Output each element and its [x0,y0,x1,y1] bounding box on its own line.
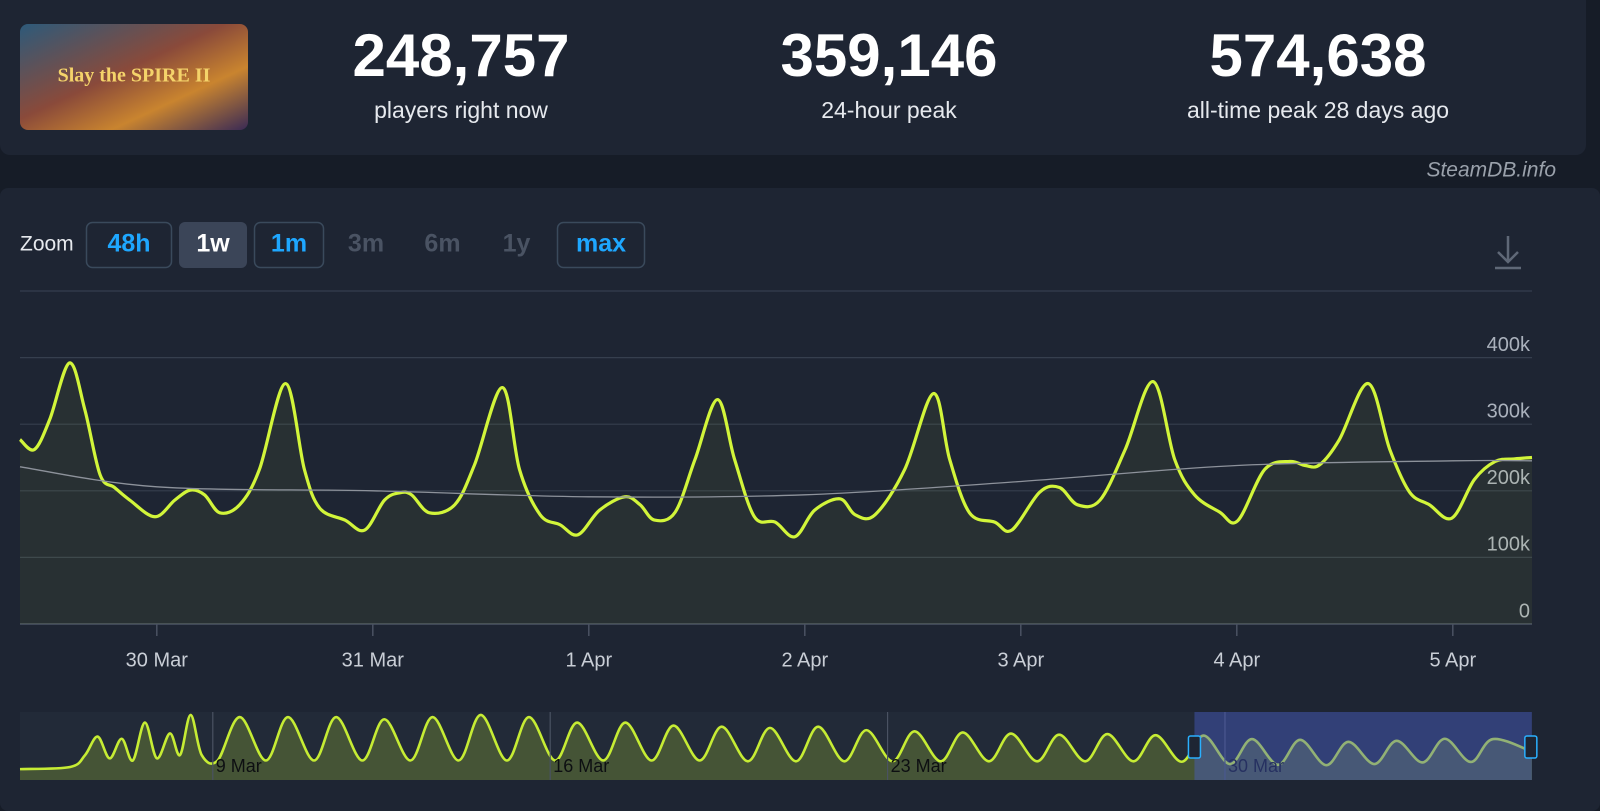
button-label: max [576,230,626,258]
navigator-label: 30 Mar [1228,756,1284,776]
plot: 0 100k 200k 300k 400k 30 Mar 31 Mar 1 Apr 2 Apr 3… [18,334,1538,780]
zoom-button: 1y [503,230,531,258]
logo-image [20,24,248,130]
button-label: 3m [348,230,384,258]
download-glyph [1495,236,1521,270]
zoom-button[interactable]: 1w [179,222,247,268]
x-tick-label: 5 Apr [1429,649,1476,671]
button-label: 48h [107,230,150,258]
data-line [19,459,1533,498]
y-tick-label: 0 [1519,600,1530,622]
button-label: 6m [424,230,460,258]
button-label: 1y [503,230,531,258]
zoom-label: Zoom [20,233,74,256]
line-area [20,362,1532,624]
stat-label: players right now [374,97,548,123]
logo-text: Slay the SPIRE II [58,65,211,87]
download-icon[interactable] [1495,236,1521,270]
zoom-button: 6m [424,230,460,258]
button-label: 1w [196,230,230,258]
stat-value: 359,146 [781,22,998,89]
zoom-button[interactable]: max [556,221,646,269]
data-line [19,713,1533,771]
x-tick-label: 31 Mar [342,649,405,671]
navigator-label: 23 Mar [891,756,947,776]
button-label: 1m [271,230,307,258]
navigator-label: 16 Mar [553,756,609,776]
stat-label: all-time peak 28 days ago [1187,97,1449,123]
stats-panel [0,0,1586,155]
x-tick-label: 30 Mar [126,649,189,671]
navigator-selection[interactable] [1194,712,1532,780]
zoom-button[interactable]: 48h [85,221,173,269]
navigator-handle[interactable] [1524,735,1538,759]
line-area [20,714,1532,780]
button-bg [253,221,325,269]
x-tick-label: 1 Apr [565,649,612,671]
navigator-handle[interactable] [1187,735,1202,759]
y-tick-label: 400k [1487,334,1531,356]
y-tick-label: 300k [1487,400,1531,422]
x-tick-label: 3 Apr [997,649,1044,671]
game-logo: Slay the SPIRE II [20,24,248,130]
stat-value: 248,757 [353,22,570,89]
y-tick-label: 200k [1487,467,1531,489]
chart-panel [0,188,1600,811]
button-bg [179,222,247,268]
zoom-buttons: 48h 1w 1m 3m 6m 1y max [85,221,646,269]
zoom-button: 3m [348,230,384,258]
x-tick-label: 2 Apr [781,649,828,671]
button-bg [556,221,646,269]
zoom-button[interactable]: 1m [253,221,325,269]
source: SteamDB.info [1426,159,1556,182]
y-tick-label: 100k [1487,534,1531,556]
stat-label: 24-hour peak [821,97,957,123]
navigator-label: 9 Mar [216,756,262,776]
data-line [18,361,1533,539]
button-bg [85,221,173,269]
stat-value: 574,638 [1210,22,1427,89]
x-tick-label: 4 Apr [1213,649,1260,671]
navigator-background [20,712,1532,780]
